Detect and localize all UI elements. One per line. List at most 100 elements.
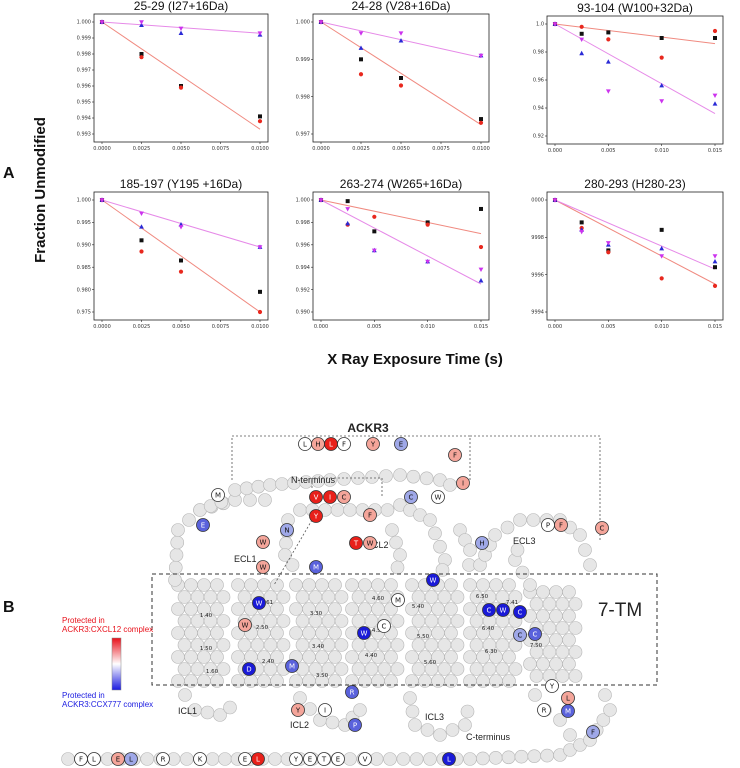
residue-circle [205, 752, 220, 766]
data-point [659, 55, 664, 60]
residue-letter: W [430, 577, 437, 585]
residue-H: H [311, 437, 325, 451]
data-point [139, 249, 144, 254]
residue-circle [213, 708, 227, 722]
residue-circle [216, 590, 231, 604]
residue-circle [450, 614, 465, 628]
residue-letter: P [546, 522, 550, 530]
residue-letter: E [308, 756, 312, 764]
data-point [345, 207, 351, 212]
helix-label: 7.41 [506, 600, 518, 606]
residue-circle [424, 638, 439, 652]
residue-circle [377, 638, 392, 652]
residue-circle [177, 614, 192, 628]
residue-circle [495, 638, 510, 652]
residue-circle [424, 614, 439, 628]
residue-letter: D [246, 666, 251, 674]
data-point [257, 245, 263, 250]
residue-circle [275, 477, 289, 491]
residue-P: P [348, 718, 362, 732]
residue-circle [411, 638, 426, 652]
y-tick-label: 0.994 [296, 265, 310, 271]
helix-label: 6.30 [485, 649, 498, 655]
residue-circle [384, 674, 398, 688]
data-point [371, 248, 377, 253]
helix-label: 5.60 [424, 660, 437, 666]
data-point [425, 222, 430, 227]
residue-circle [140, 752, 154, 766]
residue-circle [384, 578, 398, 592]
residue-letter: M [565, 708, 571, 716]
residue-Y: Y [289, 752, 303, 766]
residue-circle [351, 638, 366, 652]
residue-circle [596, 713, 611, 727]
residue-letter: E [116, 756, 120, 764]
residue-circle [389, 535, 403, 550]
data-point [399, 76, 403, 80]
residue-circle [328, 674, 342, 688]
residue-L: L [561, 691, 575, 705]
residue-circle [295, 614, 310, 628]
x-tick-label: 0.000 [548, 148, 562, 154]
residue-circle [371, 578, 385, 592]
helix-label: 3.40 [312, 644, 325, 650]
residue-circle [364, 662, 379, 676]
residue-circle [210, 650, 224, 664]
y-tick-label: 0.999 [77, 36, 91, 42]
residue-circle [598, 688, 612, 702]
data-point [479, 117, 483, 122]
residue-circle [419, 471, 434, 486]
residue-F: F [554, 518, 568, 532]
residue-circle [510, 543, 525, 557]
residue-circle [239, 481, 254, 496]
residue-circle [178, 688, 192, 702]
residue-circle [302, 626, 316, 640]
residue-circle [384, 650, 398, 664]
ecl2-label: ECL2 [366, 540, 389, 550]
residue-circle [568, 669, 583, 683]
residue-circle [423, 752, 437, 766]
legend-red-line1: Protected in [62, 616, 105, 625]
residue-circle [210, 674, 224, 688]
panel-a-letter: A [3, 165, 15, 182]
data-point [659, 245, 665, 251]
residue-circle [502, 650, 516, 664]
data-point [372, 214, 377, 219]
x-tick-label: 0.0000 [93, 324, 111, 330]
x-tick-label: 0.005 [601, 148, 615, 154]
residue-circle [562, 657, 576, 671]
residue-circle [555, 645, 570, 659]
legend-red-line2: ACKR3:CXCL12 complex [62, 625, 153, 634]
residue-circle [390, 638, 405, 652]
residue-circle [469, 662, 484, 676]
residue-circle [514, 749, 529, 764]
data-point [358, 31, 364, 36]
data-point [478, 120, 484, 125]
data-point [178, 269, 184, 274]
residue-circle [285, 558, 300, 572]
residue-circle [393, 548, 407, 562]
residue-circle [231, 602, 245, 616]
y-tick-label: 0.96 [533, 78, 544, 84]
residue-circle [502, 674, 516, 688]
residue-circle [463, 578, 477, 592]
x-tick-label: 0.0075 [212, 324, 230, 330]
residue-circle [364, 614, 379, 628]
residue-F: F [337, 437, 351, 451]
residue-circle [431, 626, 445, 640]
residue-circle [549, 609, 563, 623]
residue-circle [385, 523, 399, 537]
residue-letter: L [129, 756, 133, 764]
residue-W: W [256, 535, 270, 549]
data-point [713, 36, 717, 40]
residue-circle [431, 602, 445, 616]
helix-label: 5.40 [412, 604, 425, 610]
helix-label: 1.60 [206, 669, 219, 675]
residue-circle [563, 728, 577, 742]
residue-letter: W [242, 622, 249, 630]
residue-circle [463, 602, 477, 616]
residue-R: R [156, 752, 170, 766]
residue-W: W [357, 626, 371, 640]
helix-label: 2.50 [256, 625, 269, 631]
residue-circle [250, 638, 265, 652]
